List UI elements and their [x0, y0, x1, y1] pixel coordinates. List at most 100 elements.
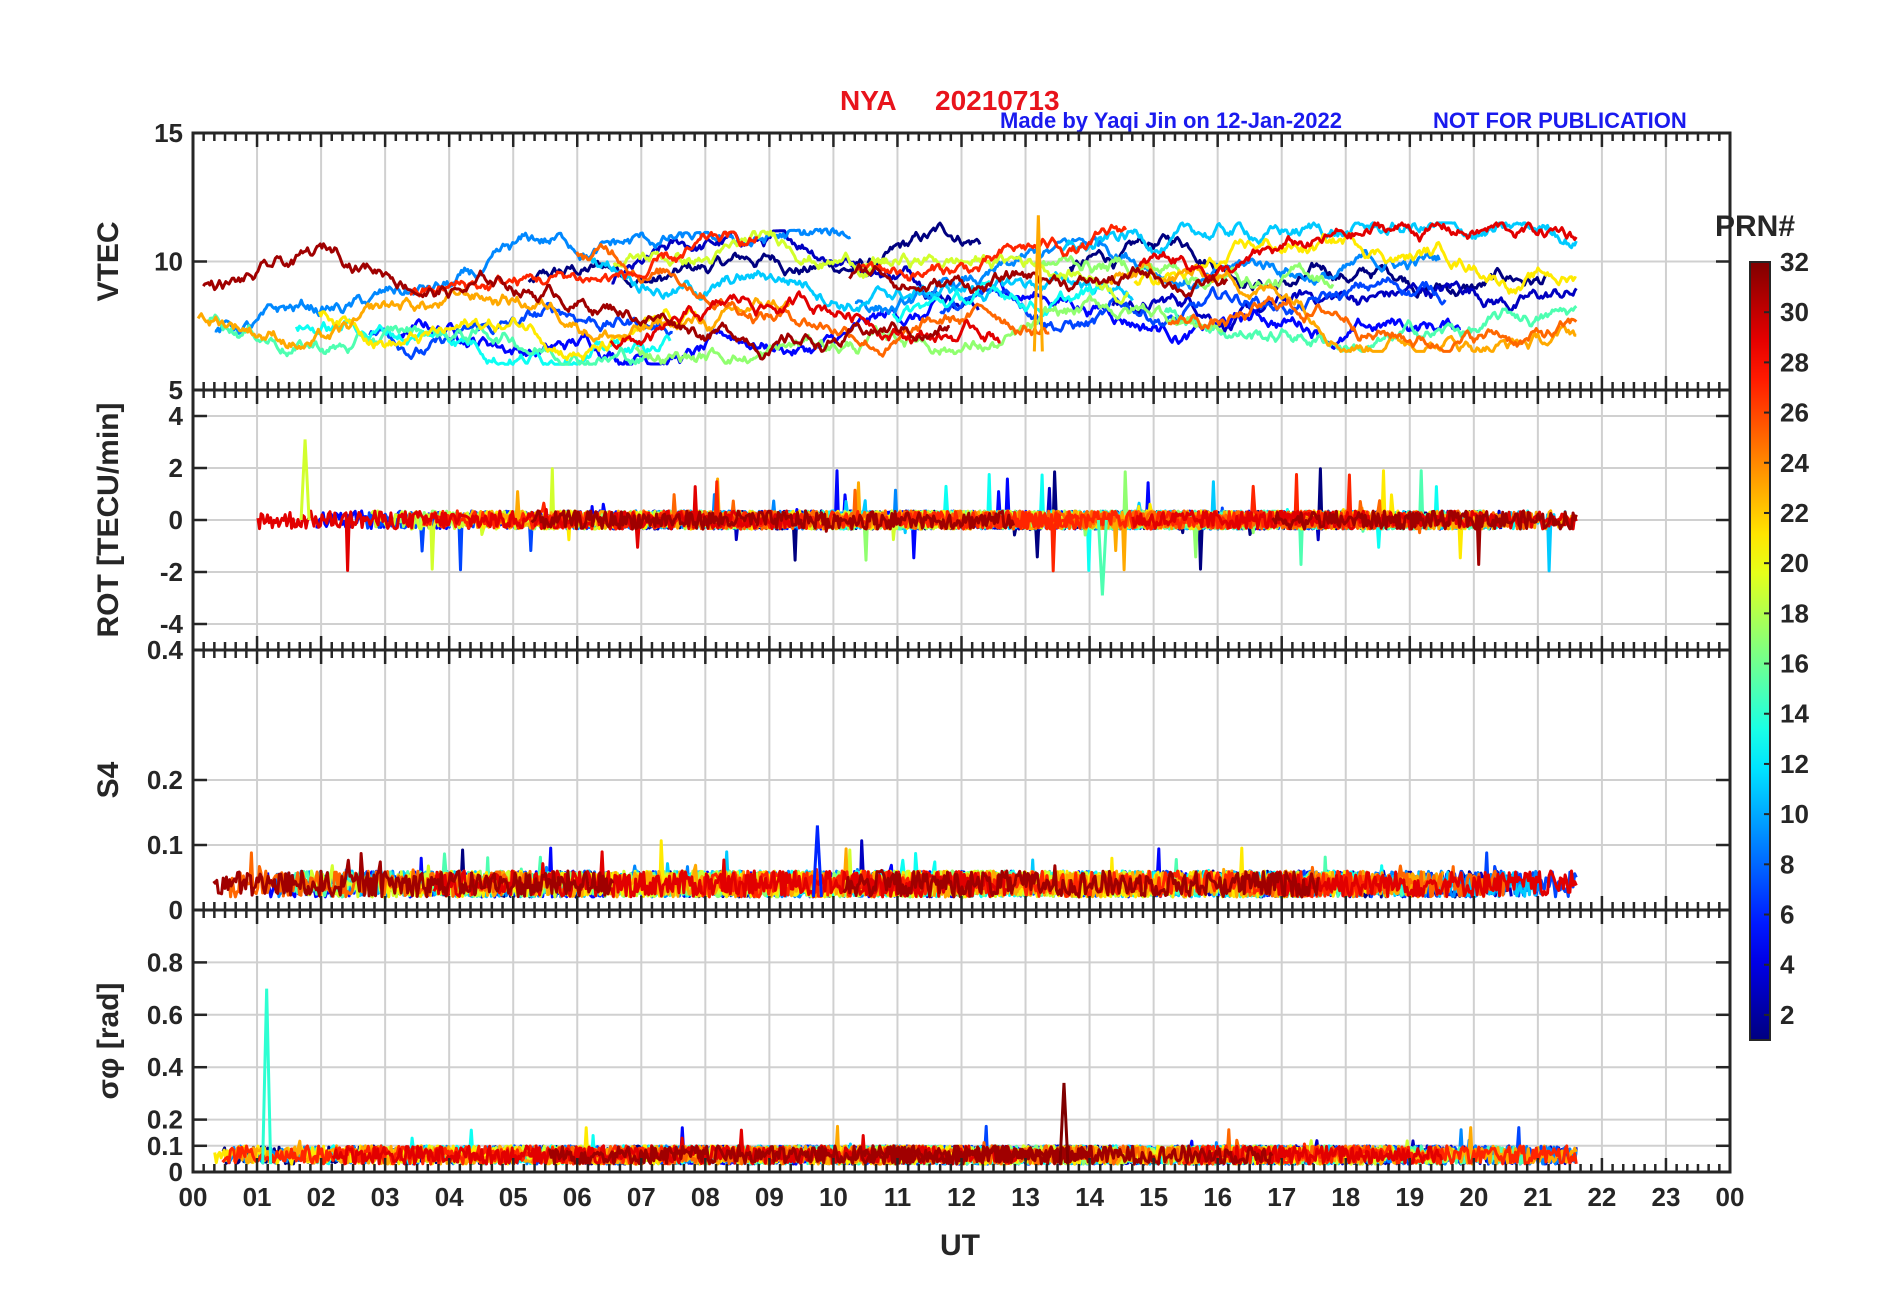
trace-prn-1	[527, 221, 982, 288]
panel-rot-peaks	[299, 439, 1108, 596]
panel-sigma_phi-xticks	[191, 910, 1732, 1172]
colorbar-tick-label: 24	[1780, 448, 1809, 478]
y-tick-label: -2	[160, 557, 183, 587]
trace-prn-11-b	[1060, 221, 1578, 256]
trace-prn-25	[575, 243, 1050, 358]
panel-sigma_phi-grid	[192, 910, 1731, 1173]
trace-prn-21	[317, 308, 700, 362]
trace-prn-15-b	[1163, 305, 1578, 353]
x-tick-label: 09	[755, 1182, 784, 1212]
panel-vtec: 5 10 15 VTEC	[92, 118, 1732, 405]
y-tick-label: 0.1	[147, 1131, 183, 1161]
x-axis: UT 00 01 02 03 04 05 06 07 08 09 10 11 12 13 14 15 16 17 1…	[179, 1182, 1745, 1262]
y-tick-label: 0.8	[147, 947, 183, 977]
trace-prn-3	[611, 229, 980, 311]
panel-vtec-traces	[196, 221, 1578, 366]
panel-sigma_phi-yaxis: 00.10.2 0.4 0.6 0.8	[147, 947, 1730, 1187]
credit-text: Made by Yaqi Jin on 12-Jan-2022	[1000, 108, 1342, 133]
colorbar-tick-label: 8	[1780, 849, 1794, 879]
colorbar-tick-label: 12	[1780, 749, 1809, 779]
trace-prn-31-b	[1271, 509, 1578, 566]
x-tick-label: 06	[563, 1182, 592, 1212]
title-station: NYA	[840, 85, 897, 116]
x-tick-label: 17	[1267, 1182, 1296, 1212]
y-tick-label: 4	[169, 401, 184, 431]
x-tick-label: 02	[307, 1182, 336, 1212]
trace-prn-31-b	[842, 864, 1320, 899]
rot-min-spike	[1096, 519, 1108, 596]
y-tick-label: 0	[169, 895, 183, 925]
x-tick-label: 04	[435, 1182, 464, 1212]
trace-prn-23-b	[1105, 259, 1577, 353]
trace-prn-17	[634, 294, 1224, 365]
colorbar-tick-label: 18	[1780, 598, 1809, 628]
y-tick-label: 0	[169, 505, 183, 535]
x-tick-label: 22	[1587, 1182, 1616, 1212]
title-date: 20210713	[935, 85, 1060, 116]
trace-prn-27-b	[857, 223, 1128, 282]
colorbar-tick-label: 16	[1780, 649, 1809, 679]
panel-vtec-xticks	[191, 133, 1732, 390]
y-tick-label: 0.4	[147, 1052, 184, 1082]
x-tick-label: 19	[1395, 1182, 1424, 1212]
colorbar-tick-label: 26	[1780, 398, 1809, 428]
y-tick-label: -4	[160, 609, 184, 639]
x-tick-label: 16	[1203, 1182, 1232, 1212]
trace-prn-31	[212, 852, 615, 899]
panel-vtec-yaxis: 5 10 15	[154, 118, 1730, 405]
x-tick-label: 00	[1716, 1182, 1745, 1212]
y-tick-label: 15	[154, 118, 183, 148]
colorbar-tick-label: 4	[1780, 950, 1795, 980]
x-tick-label: 23	[1651, 1182, 1680, 1212]
x-tick-label: 07	[627, 1182, 656, 1212]
colorbar-title: PRN#	[1715, 210, 1795, 243]
panel-sigma_phi-traces	[213, 1124, 1578, 1166]
x-tick-label: 15	[1139, 1182, 1168, 1212]
panel-vtec-ylabel: VTEC	[92, 221, 125, 301]
trace-prn-29-b	[1198, 1144, 1444, 1166]
colorbar-tick-label: 2	[1780, 1000, 1794, 1030]
panel-s4-ylabel: S4	[92, 761, 125, 798]
x-tick-label: 05	[499, 1182, 528, 1212]
x-tick-label: 21	[1523, 1182, 1552, 1212]
panel-s4-peaks	[811, 825, 823, 898]
x-tick-label: 14	[1075, 1182, 1104, 1212]
trace-prn-25-b	[1167, 295, 1578, 353]
vtec-max-peak	[1032, 215, 1044, 352]
x-tick-label: 00	[179, 1182, 208, 1212]
panel-rot-traces	[256, 467, 1578, 573]
panel-rot: -4 -2 0 2 4 ROT [TECU/min]	[92, 388, 1732, 652]
x-tick-label: 11	[884, 1182, 912, 1212]
colorbar-tick-label: 32	[1780, 247, 1809, 277]
y-tick-label: 2	[169, 453, 183, 483]
colorbar-tick-label: 14	[1780, 699, 1809, 729]
y-tick-label: 0	[169, 1157, 183, 1187]
x-tick-label: 08	[691, 1182, 720, 1212]
sigma-secondary-peak	[1058, 1082, 1070, 1165]
y-tick-label: 0.1	[147, 830, 183, 860]
panel-sigma_phi-ylabel: σφ [rad]	[92, 983, 125, 1100]
panel-s4: 0 0.1 0.2 0.4 S4	[92, 635, 1732, 925]
colorbar-tick-label: 28	[1780, 347, 1809, 377]
trace-prn-7	[368, 301, 673, 360]
sigma-max-peak	[261, 988, 273, 1165]
x-tick-label: 20	[1459, 1182, 1488, 1212]
panel-rot-ylabel: ROT [TECU/min]	[92, 403, 125, 638]
y-tick-label: 0.6	[147, 1000, 183, 1030]
x-tick-label: 13	[1011, 1182, 1040, 1212]
trace-prn-29	[256, 485, 804, 572]
y-tick-label: 0.2	[147, 1105, 183, 1135]
y-tick-label: 5	[169, 375, 183, 405]
x-axis-label: UT	[940, 1229, 980, 1262]
rot-max-spike	[299, 439, 311, 521]
colorbar-tick-label: 6	[1780, 900, 1794, 930]
panel-s4-traces	[212, 839, 1578, 899]
colorbar-scale	[1749, 261, 1771, 1041]
s4-max-peak	[811, 825, 823, 898]
y-tick-label: 0.4	[147, 635, 184, 665]
panel-rot-yaxis: -4 -2 0 2 4	[160, 401, 1730, 639]
trace-prn-13-b	[891, 280, 1106, 323]
panel-sigma_phi-peaks	[261, 988, 1070, 1165]
trace-prn-21-b	[1133, 231, 1577, 295]
trace-prn-31-b	[848, 263, 1229, 298]
